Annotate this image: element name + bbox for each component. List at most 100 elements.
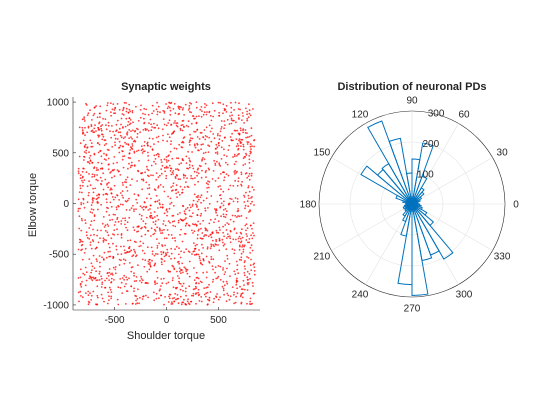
scatter-point bbox=[80, 203, 83, 206]
scatter-point bbox=[211, 178, 214, 180]
scatter-point bbox=[175, 192, 178, 195]
scatter-point bbox=[188, 164, 191, 166]
scatter-point bbox=[197, 288, 200, 291]
scatter-point bbox=[197, 253, 200, 256]
scatter-point bbox=[110, 111, 112, 114]
scatter-point bbox=[165, 167, 168, 169]
scatter-point bbox=[219, 194, 222, 196]
scatter-point bbox=[134, 252, 137, 254]
scatter-point bbox=[168, 295, 170, 298]
scatter-point bbox=[96, 279, 99, 281]
scatter-point bbox=[114, 144, 116, 147]
polar-bars bbox=[360, 120, 454, 296]
scatter-point bbox=[95, 167, 98, 169]
scatter-point bbox=[240, 256, 243, 259]
scatter-point bbox=[84, 134, 86, 137]
scatter-point bbox=[248, 190, 251, 193]
scatter-point bbox=[160, 253, 163, 256]
scatter-point bbox=[213, 137, 216, 140]
scatter-point bbox=[171, 237, 174, 240]
scatter-point bbox=[188, 225, 191, 227]
scatter-point bbox=[196, 174, 199, 177]
scatter-point bbox=[160, 172, 163, 175]
scatter-point bbox=[196, 168, 199, 171]
scatter-point bbox=[159, 174, 161, 177]
scatter-point bbox=[205, 104, 208, 107]
scatter-point bbox=[128, 117, 131, 120]
scatter-point bbox=[124, 252, 126, 254]
scatter-point bbox=[85, 171, 88, 174]
scatter-point bbox=[155, 297, 158, 300]
scatter-point bbox=[115, 206, 118, 209]
scatter-point bbox=[182, 141, 185, 144]
scatter-point bbox=[180, 272, 182, 275]
scatter-point bbox=[91, 161, 94, 164]
scatter-point bbox=[174, 248, 176, 251]
scatter-point bbox=[216, 134, 219, 137]
scatter-point bbox=[223, 200, 225, 203]
scatter-point bbox=[217, 142, 220, 145]
scatter-point bbox=[233, 173, 236, 175]
scatter-point bbox=[118, 140, 121, 143]
scatter-point bbox=[124, 181, 126, 183]
scatter-point bbox=[226, 118, 229, 121]
scatter-point bbox=[105, 159, 107, 161]
scatter-point bbox=[192, 292, 195, 295]
scatter-point bbox=[193, 242, 195, 245]
scatter-point bbox=[192, 294, 195, 297]
scatter-point bbox=[237, 117, 240, 119]
scatter-point bbox=[148, 184, 151, 186]
scatter-point bbox=[136, 180, 139, 182]
scatter-point bbox=[211, 127, 213, 130]
scatter-point bbox=[155, 153, 158, 156]
scatter-point bbox=[177, 191, 180, 194]
scatter-point bbox=[100, 125, 102, 128]
scatter-point bbox=[150, 235, 152, 237]
scatter-point bbox=[221, 285, 224, 288]
scatter-point bbox=[249, 297, 252, 300]
scatter-point bbox=[129, 119, 132, 121]
scatter-point bbox=[120, 123, 122, 126]
scatter-point bbox=[253, 234, 255, 237]
scatter-point bbox=[136, 150, 138, 153]
scatter-point bbox=[223, 176, 226, 179]
scatter-point bbox=[113, 134, 116, 137]
scatter-point bbox=[223, 293, 226, 296]
scatter-point bbox=[203, 235, 205, 238]
scatter-point bbox=[152, 233, 155, 236]
scatter-point bbox=[217, 298, 220, 301]
scatter-point bbox=[225, 104, 228, 107]
scatter-point bbox=[162, 223, 165, 225]
scatter-point bbox=[218, 115, 221, 117]
scatter-point bbox=[203, 111, 206, 114]
scatter-point bbox=[222, 267, 225, 269]
scatter-point bbox=[236, 268, 239, 271]
scatter-point bbox=[100, 162, 103, 165]
scatter-point bbox=[196, 200, 199, 203]
scatter-point bbox=[176, 122, 179, 124]
scatter-point bbox=[113, 168, 116, 171]
scatter-point bbox=[140, 275, 142, 278]
y-tick-label: -500 bbox=[49, 250, 69, 261]
scatter-point bbox=[219, 185, 222, 187]
scatter-point bbox=[161, 245, 164, 248]
scatter-point bbox=[141, 152, 144, 154]
scatter-point bbox=[123, 262, 126, 265]
scatter-point bbox=[85, 279, 88, 282]
scatter-point bbox=[202, 152, 205, 155]
scatter-point bbox=[99, 149, 102, 152]
scatter-point bbox=[150, 123, 153, 126]
scatter-point bbox=[222, 103, 225, 106]
scatter-point bbox=[125, 143, 128, 145]
scatter-point bbox=[211, 265, 214, 268]
scatter-point bbox=[237, 272, 240, 275]
scatter-point bbox=[83, 155, 85, 158]
scatter-point bbox=[242, 248, 245, 251]
scatter-point bbox=[103, 259, 105, 261]
scatter-point bbox=[196, 142, 199, 145]
scatter-point bbox=[229, 275, 231, 277]
scatter-point bbox=[201, 263, 204, 266]
scatter-point bbox=[228, 262, 231, 265]
scatter-point bbox=[150, 129, 153, 132]
scatter-point bbox=[172, 224, 175, 227]
